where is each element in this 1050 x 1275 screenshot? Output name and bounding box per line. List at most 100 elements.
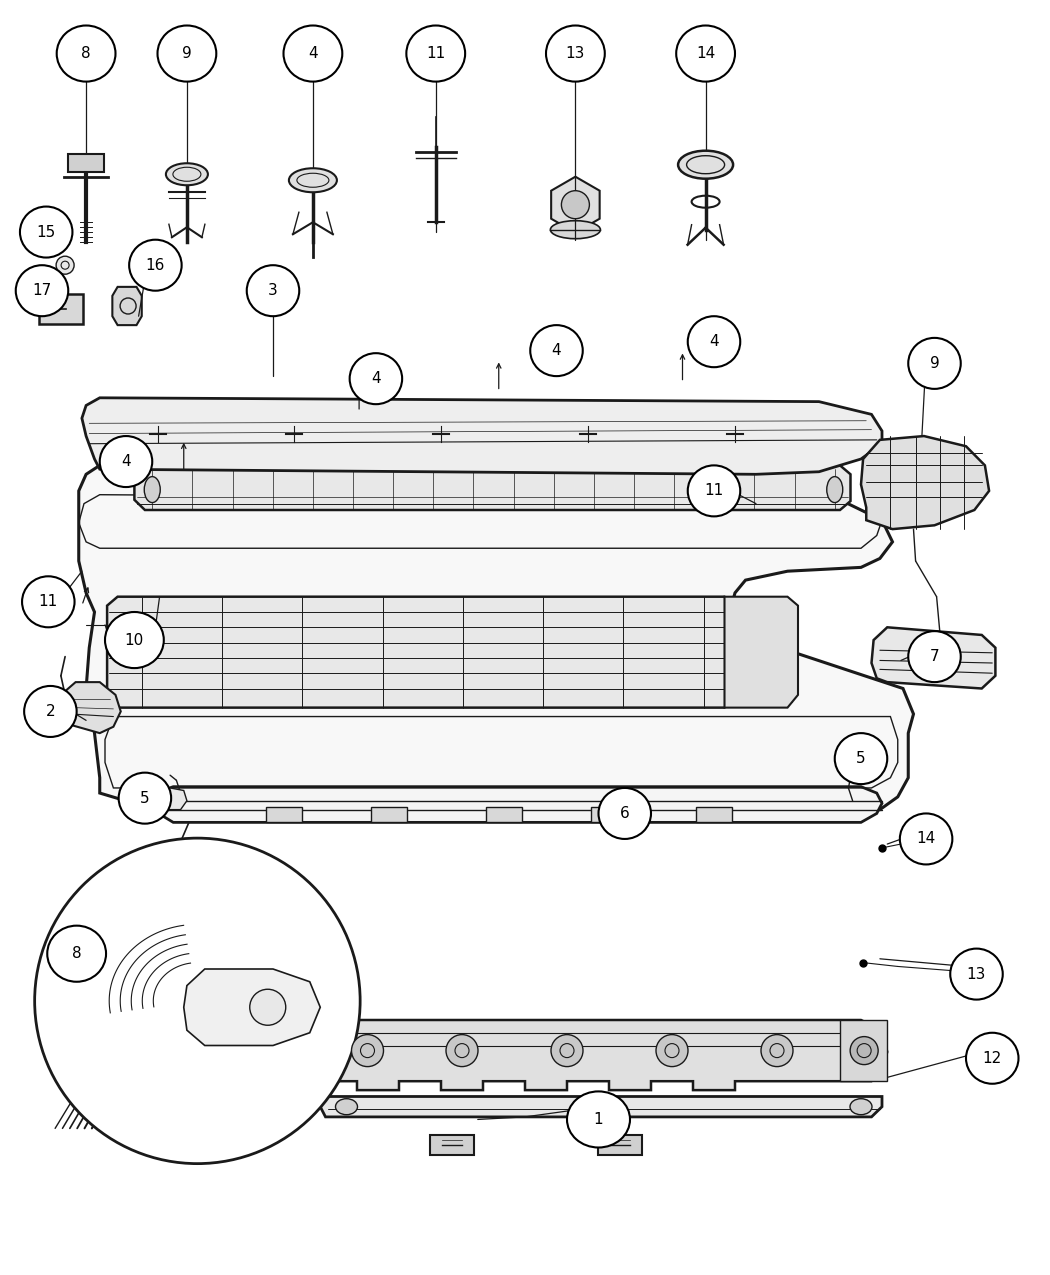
Text: 14: 14	[696, 46, 715, 61]
Ellipse shape	[900, 813, 952, 864]
Text: 15: 15	[37, 224, 56, 240]
Ellipse shape	[158, 26, 216, 82]
Text: 14: 14	[917, 831, 936, 847]
Polygon shape	[149, 787, 882, 822]
Ellipse shape	[908, 338, 961, 389]
Text: 16: 16	[146, 258, 165, 273]
Ellipse shape	[826, 477, 843, 502]
Text: 11: 11	[426, 46, 445, 61]
Polygon shape	[551, 177, 600, 233]
Ellipse shape	[105, 612, 164, 668]
Ellipse shape	[678, 150, 733, 178]
Ellipse shape	[47, 926, 106, 982]
Ellipse shape	[119, 773, 171, 824]
Polygon shape	[872, 627, 995, 688]
Text: 11: 11	[39, 594, 58, 609]
Text: 8: 8	[81, 46, 91, 61]
Ellipse shape	[284, 26, 342, 82]
Text: 11: 11	[705, 483, 723, 499]
Text: 4: 4	[709, 334, 719, 349]
Polygon shape	[844, 742, 869, 765]
Circle shape	[551, 1034, 583, 1067]
Text: 5: 5	[856, 751, 866, 766]
Text: 8: 8	[71, 946, 82, 961]
Text: 9: 9	[929, 356, 940, 371]
Text: 4: 4	[308, 46, 318, 61]
Bar	[591, 807, 627, 822]
Ellipse shape	[22, 576, 75, 627]
Bar	[486, 807, 522, 822]
Text: 10: 10	[125, 632, 144, 648]
Ellipse shape	[688, 465, 740, 516]
Ellipse shape	[57, 26, 116, 82]
Ellipse shape	[20, 207, 72, 258]
Ellipse shape	[598, 788, 651, 839]
Circle shape	[761, 1034, 793, 1067]
Text: 9: 9	[182, 46, 192, 61]
Ellipse shape	[908, 631, 961, 682]
Ellipse shape	[530, 325, 583, 376]
Bar	[39, 293, 83, 324]
Circle shape	[446, 1034, 478, 1067]
Ellipse shape	[850, 1099, 871, 1114]
Text: 2: 2	[45, 704, 56, 719]
Circle shape	[656, 1034, 688, 1067]
Ellipse shape	[336, 1099, 357, 1114]
Bar	[371, 807, 406, 822]
Polygon shape	[320, 1096, 882, 1117]
Circle shape	[562, 191, 589, 219]
Bar	[429, 1135, 474, 1155]
Text: 13: 13	[566, 46, 585, 61]
Bar	[266, 807, 301, 822]
Text: 4: 4	[551, 343, 562, 358]
Ellipse shape	[676, 26, 735, 82]
Ellipse shape	[835, 733, 887, 784]
Ellipse shape	[24, 686, 77, 737]
Polygon shape	[163, 788, 187, 810]
Ellipse shape	[247, 265, 299, 316]
Polygon shape	[107, 597, 733, 708]
Ellipse shape	[129, 240, 182, 291]
Polygon shape	[184, 969, 320, 1046]
Ellipse shape	[915, 644, 950, 672]
Text: 4: 4	[371, 371, 381, 386]
Ellipse shape	[546, 26, 605, 82]
Ellipse shape	[406, 26, 465, 82]
Polygon shape	[724, 597, 798, 708]
Text: 13: 13	[967, 966, 986, 982]
Text: 12: 12	[983, 1051, 1002, 1066]
Polygon shape	[58, 682, 121, 733]
Text: 4: 4	[121, 454, 131, 469]
Bar	[68, 154, 104, 172]
Ellipse shape	[144, 477, 161, 502]
Ellipse shape	[950, 949, 1003, 1000]
Circle shape	[352, 1034, 383, 1067]
Polygon shape	[82, 398, 882, 474]
Ellipse shape	[688, 316, 740, 367]
Polygon shape	[861, 436, 989, 529]
Text: 7: 7	[929, 649, 940, 664]
Circle shape	[850, 1037, 878, 1065]
Bar	[597, 1135, 642, 1155]
Ellipse shape	[166, 163, 208, 185]
Circle shape	[56, 256, 75, 274]
Ellipse shape	[289, 168, 337, 193]
Polygon shape	[112, 287, 142, 325]
Text: 5: 5	[140, 790, 150, 806]
Text: 17: 17	[33, 283, 51, 298]
Bar	[696, 807, 732, 822]
Polygon shape	[134, 465, 850, 510]
Polygon shape	[79, 453, 914, 810]
Text: 6: 6	[620, 806, 630, 821]
Ellipse shape	[550, 221, 601, 238]
Ellipse shape	[350, 353, 402, 404]
Circle shape	[250, 989, 286, 1025]
Text: 1: 1	[593, 1112, 604, 1127]
Ellipse shape	[100, 436, 152, 487]
Polygon shape	[840, 1020, 887, 1081]
Polygon shape	[313, 1020, 887, 1090]
Ellipse shape	[16, 265, 68, 316]
Ellipse shape	[567, 1091, 630, 1148]
Ellipse shape	[966, 1033, 1018, 1084]
Text: 3: 3	[268, 283, 278, 298]
